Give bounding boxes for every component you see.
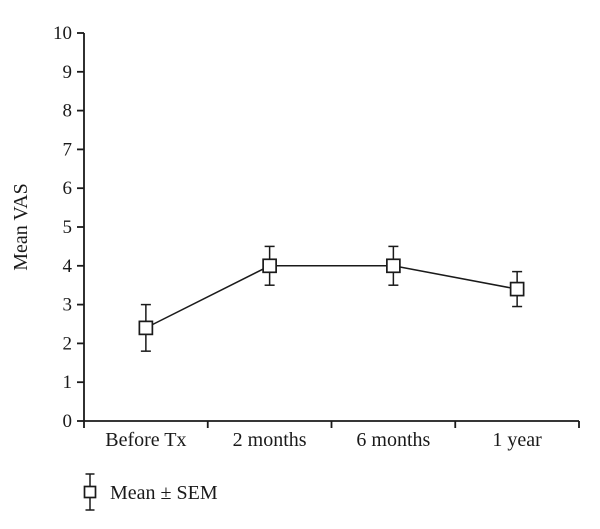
plot-area: 0 1 2 3 4 5 6 7 8 9 10 Before Tx 2 months 6 months 1 y… bbox=[53, 23, 580, 451]
legend: Mean ± SEM bbox=[83, 473, 218, 511]
y-axis-title: Mean VAS bbox=[10, 183, 32, 271]
legend-label: Mean ± SEM bbox=[110, 482, 218, 504]
y-axis-tick-label: 0 bbox=[63, 411, 73, 432]
y-axis-tick-label: 3 bbox=[63, 295, 73, 316]
y-axis-tick-label: 10 bbox=[53, 23, 72, 44]
y-axis-tick-label: 4 bbox=[63, 256, 73, 277]
legend-marker-icon bbox=[83, 473, 97, 511]
data-point-marker bbox=[138, 320, 154, 336]
data-point-marker bbox=[386, 258, 401, 274]
y-axis-tick-label: 6 bbox=[63, 178, 73, 199]
y-axis-tick-label: 1 bbox=[63, 372, 73, 393]
x-category-label: 6 months bbox=[356, 429, 430, 451]
series-line bbox=[145, 265, 518, 329]
data-point-marker bbox=[509, 281, 525, 297]
y-axis-tick-label: 2 bbox=[63, 333, 73, 354]
x-category-label: Before Tx bbox=[105, 429, 186, 451]
y-axis-tick-label: 9 bbox=[63, 62, 73, 83]
x-category-label: 1 year bbox=[492, 429, 542, 451]
y-axis-tick-label: 7 bbox=[63, 139, 73, 160]
x-category-label: 2 months bbox=[233, 429, 307, 451]
data-point-marker bbox=[262, 258, 277, 274]
y-axis-tick-label: 5 bbox=[63, 217, 73, 238]
y-axis-tick-label: 8 bbox=[63, 101, 73, 122]
